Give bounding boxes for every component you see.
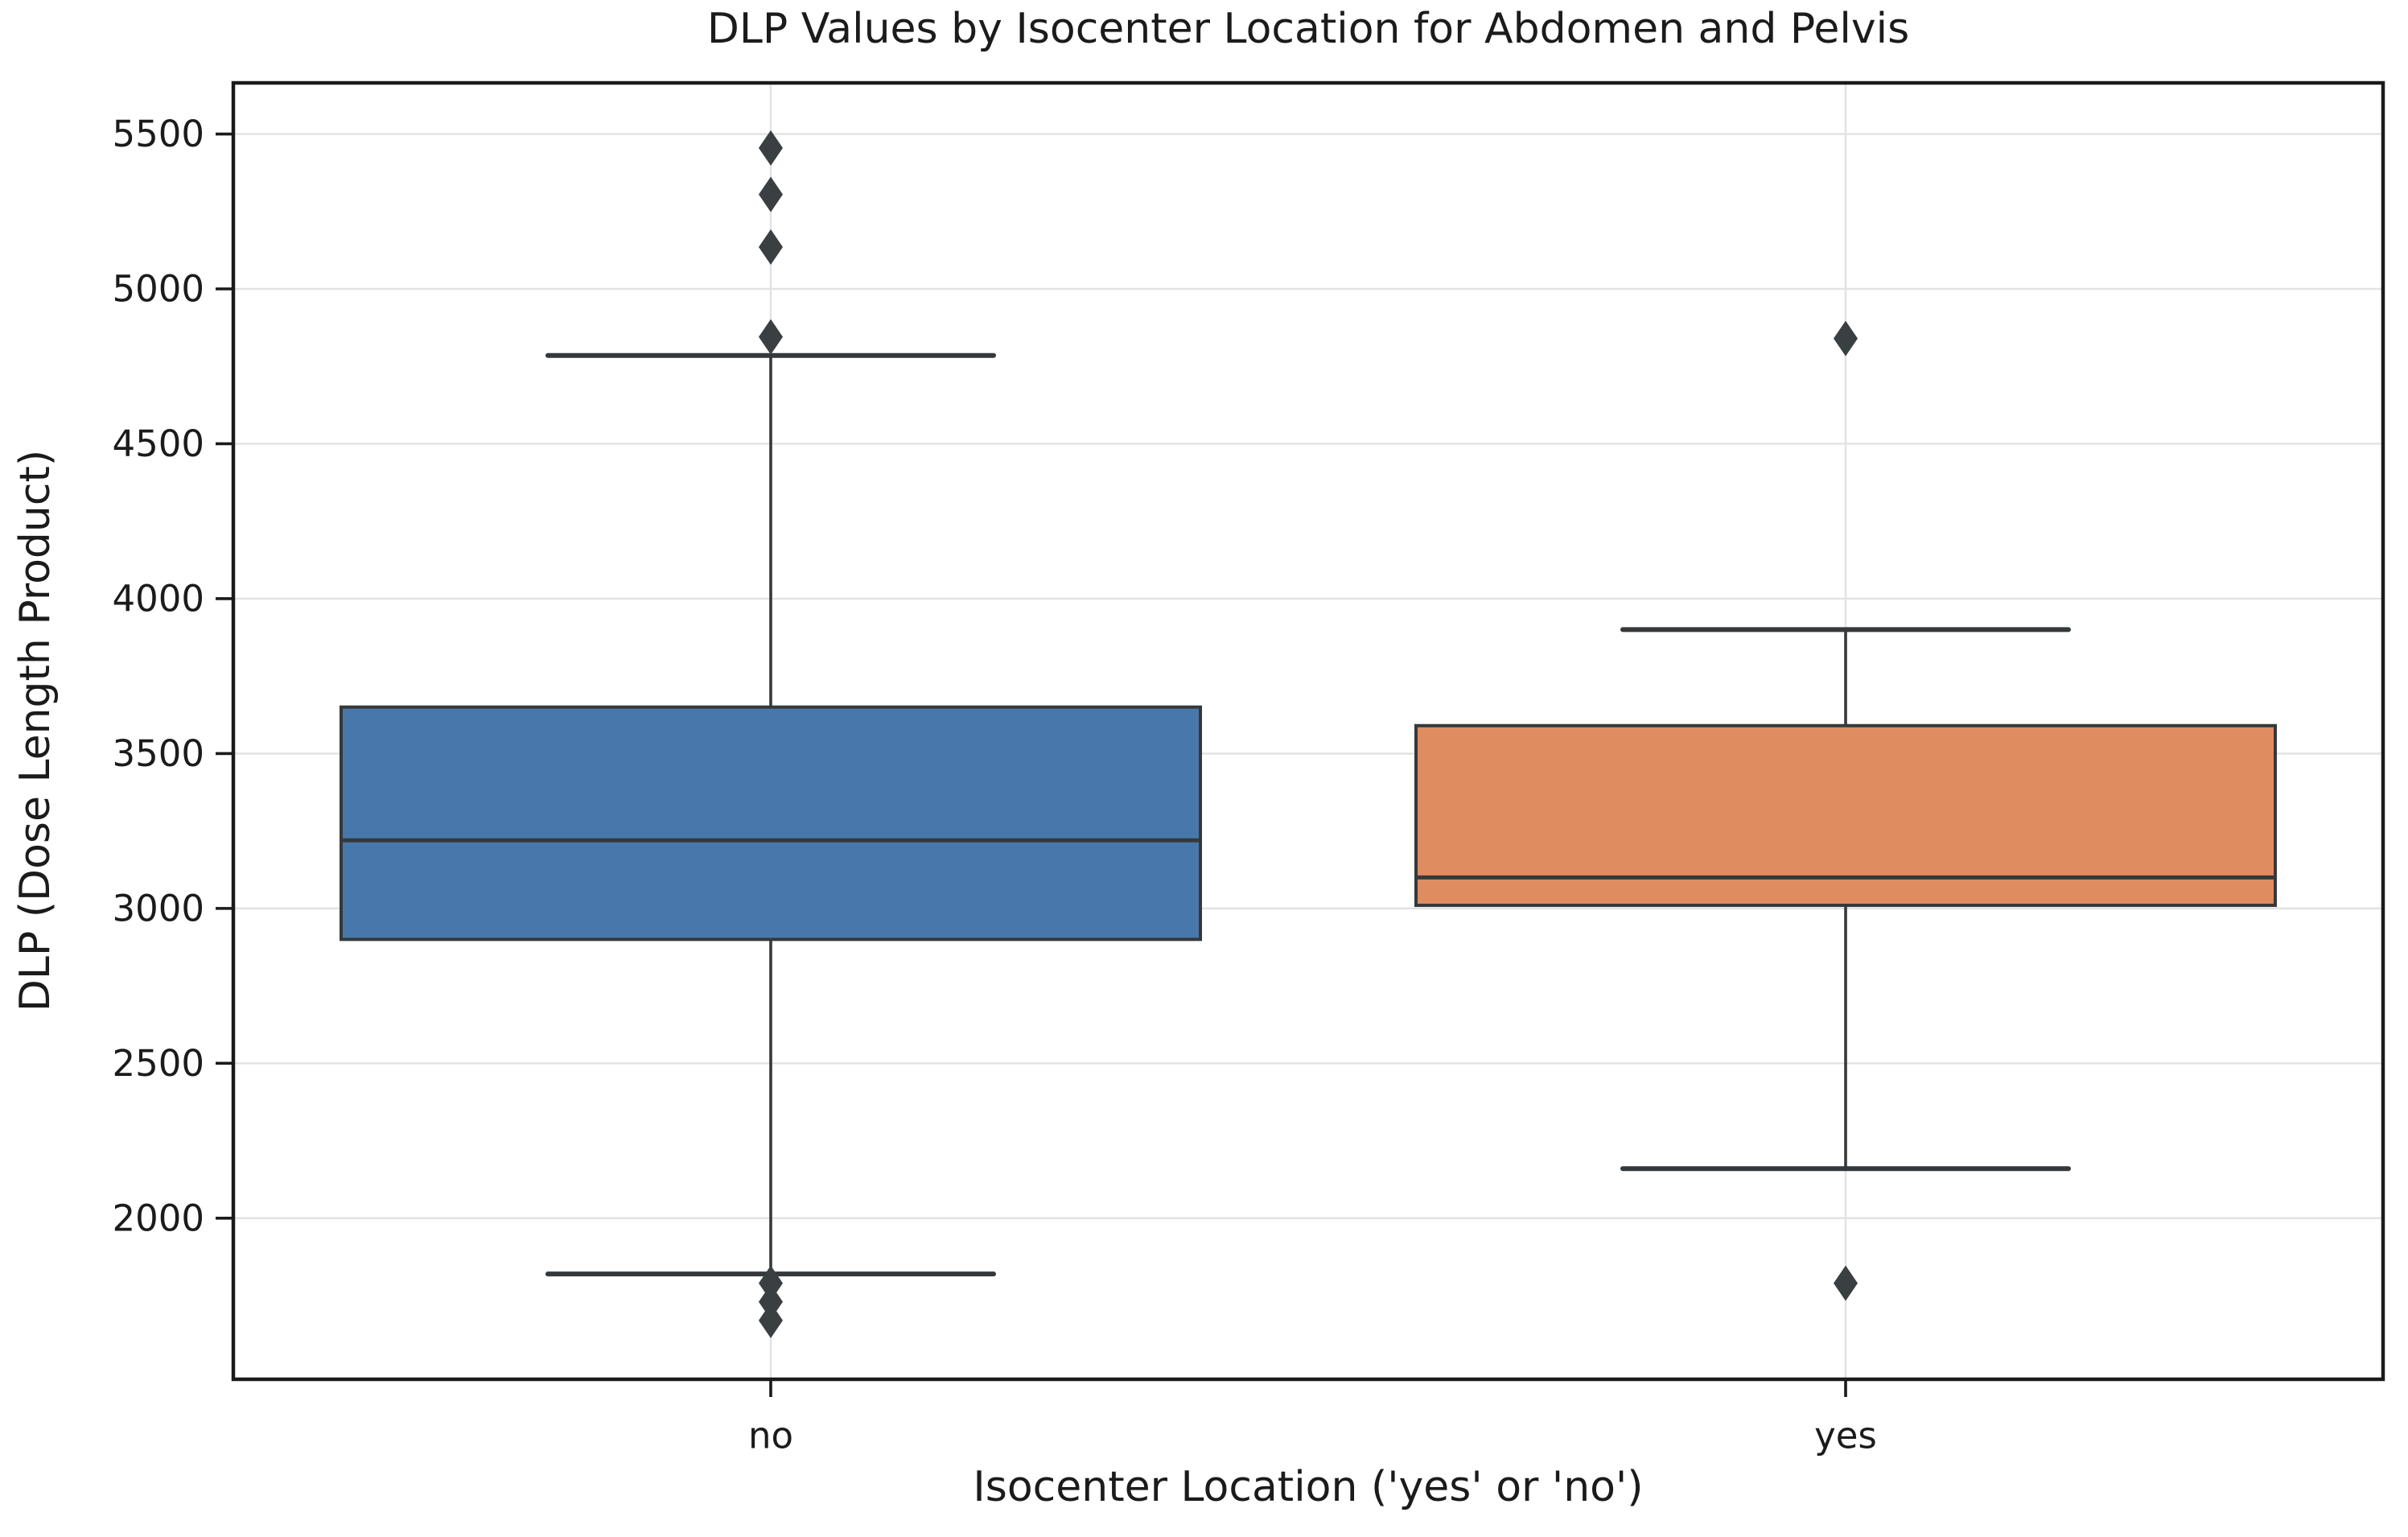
y-tick-label-2000: 2000 [112, 1197, 204, 1239]
y-tick-label-2500: 2500 [112, 1042, 204, 1085]
outlier-diamond-no-5455 [759, 130, 783, 166]
outlier-diamond-no-5305 [759, 176, 783, 212]
box-yes [1414, 723, 2277, 908]
y-tick-label-5500: 5500 [112, 113, 204, 155]
outlier-diamond-yes-1790 [1834, 1265, 1858, 1301]
x-tick-label-no: no [748, 1415, 793, 1457]
outlier-diamond-no-4845 [759, 319, 783, 355]
x-tick-label-yes: yes [1814, 1415, 1877, 1457]
outlier-diamond-no-1730 [759, 1284, 783, 1320]
y-tick-label-3500: 3500 [112, 732, 204, 775]
box-no [340, 705, 1202, 942]
y-tick-label-5000: 5000 [112, 267, 204, 310]
y-tick-label-4500: 4500 [112, 422, 204, 465]
chart-title: DLP Values by Isocenter Location for Abd… [706, 5, 1910, 53]
outlier-diamond-no-1790 [759, 1265, 783, 1301]
y-tick-label-4000: 4000 [112, 577, 204, 620]
y-tick-label-3000: 3000 [112, 887, 204, 929]
outlier-diamond-no-1670 [759, 1302, 783, 1338]
outlier-diamond-yes-4840 [1834, 320, 1858, 356]
x-axis-label: Isocenter Location ('yes' or 'no') [973, 1463, 1644, 1511]
outlier-diamond-no-5135 [759, 229, 783, 266]
plot-frame [231, 80, 2385, 1382]
